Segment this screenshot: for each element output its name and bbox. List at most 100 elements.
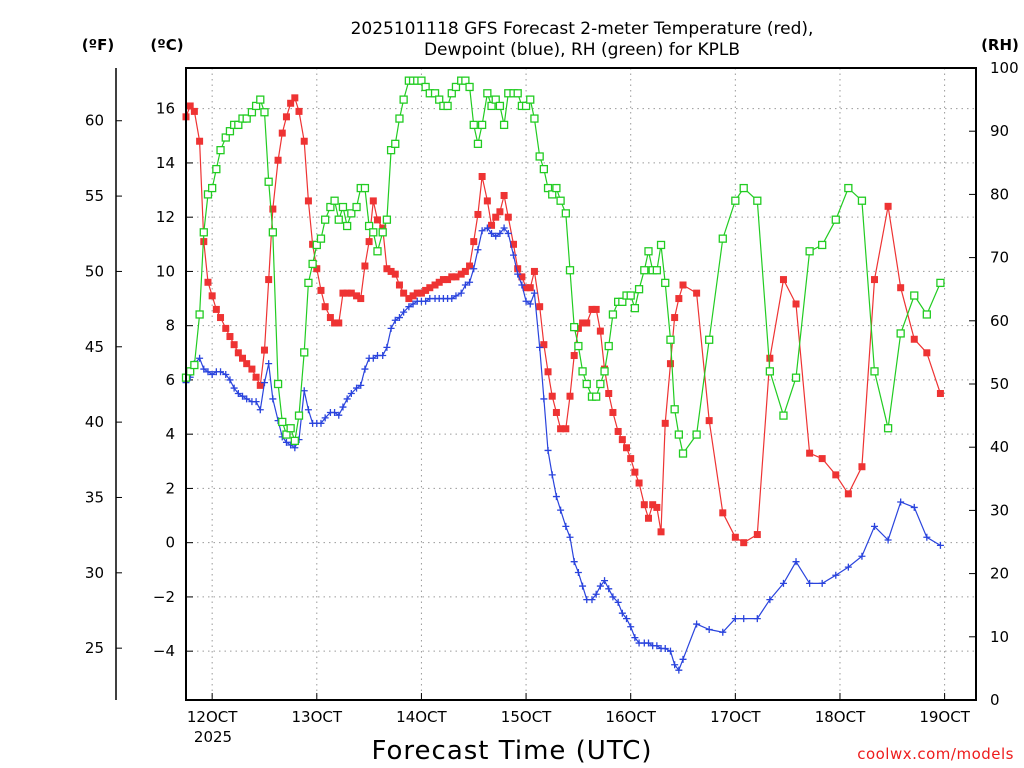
temperature-point bbox=[705, 417, 713, 425]
dewpoint-point bbox=[618, 609, 626, 617]
x-tick-label: 18OCT bbox=[815, 708, 866, 726]
temperature-point bbox=[536, 303, 544, 311]
rh-point bbox=[561, 209, 570, 218]
rh-point bbox=[739, 183, 748, 193]
rh-point bbox=[705, 335, 714, 344]
rh-point bbox=[212, 164, 221, 174]
temperature-point bbox=[492, 213, 500, 221]
rh-point bbox=[221, 133, 230, 142]
dewpoint-point bbox=[260, 379, 268, 387]
temperature-point bbox=[671, 314, 679, 322]
dewpoint-point bbox=[343, 395, 351, 403]
rh-point bbox=[535, 152, 544, 161]
temperature-series bbox=[182, 94, 944, 547]
rh-point bbox=[352, 202, 361, 212]
temperature-point bbox=[217, 314, 225, 322]
rh-point bbox=[382, 215, 392, 224]
dewpoint-point bbox=[609, 593, 617, 601]
celsius-tick-label: 4 bbox=[165, 425, 175, 443]
temperature-point bbox=[884, 202, 892, 210]
temperature-point bbox=[792, 300, 800, 308]
fahrenheit-tick-label: 60 bbox=[85, 112, 104, 130]
temperature-point bbox=[317, 286, 325, 294]
rh-point bbox=[203, 190, 213, 199]
rh-point bbox=[216, 146, 225, 155]
temperature-point bbox=[596, 327, 604, 335]
dewpoint-point bbox=[510, 251, 518, 259]
x-tick-label: 17OCT bbox=[710, 708, 761, 726]
rh-point bbox=[447, 89, 456, 98]
dewpoint-point bbox=[530, 289, 538, 297]
temperature-point bbox=[321, 303, 329, 311]
rh-point bbox=[570, 322, 579, 332]
dewpoint-point bbox=[631, 634, 639, 642]
rh-point bbox=[634, 285, 644, 294]
temperature-point bbox=[339, 289, 347, 297]
temperature-point bbox=[766, 354, 774, 362]
dewpoint-point bbox=[461, 281, 469, 289]
temperature-point bbox=[570, 352, 578, 360]
fahrenheit-axis-unit: (ºF) bbox=[82, 36, 114, 54]
rh-tick-label: 80 bbox=[990, 185, 1009, 203]
temperature-point bbox=[387, 267, 395, 275]
dewpoint-point bbox=[239, 392, 247, 400]
celsius-tick-label: 12 bbox=[156, 208, 175, 226]
temperature-point bbox=[522, 284, 530, 292]
temperature-point bbox=[260, 346, 268, 354]
rh-point bbox=[247, 108, 257, 117]
dewpoint-point bbox=[361, 365, 369, 373]
temperature-point bbox=[400, 289, 408, 297]
temperature-point bbox=[653, 503, 661, 511]
x-tick-label: 12OCT bbox=[187, 708, 238, 726]
rh-point bbox=[242, 114, 251, 123]
rh-tick-label: 60 bbox=[990, 312, 1009, 330]
temperature-point bbox=[496, 208, 504, 216]
rh-point bbox=[225, 127, 235, 136]
dewpoint-series bbox=[182, 224, 944, 674]
rh-point bbox=[661, 278, 670, 288]
dewpoint-point bbox=[405, 303, 413, 311]
rh-point bbox=[831, 215, 840, 224]
rh-point bbox=[347, 209, 356, 218]
dewpoint-point bbox=[627, 623, 635, 631]
rh-point bbox=[273, 379, 283, 389]
temperature-point bbox=[635, 479, 643, 487]
temperature-point bbox=[448, 273, 456, 281]
temperature-point bbox=[369, 197, 377, 205]
temperature-point bbox=[274, 156, 282, 164]
credit-label: coolwx.com/models bbox=[857, 745, 1014, 763]
rh-point bbox=[596, 379, 605, 389]
dewpoint-point bbox=[562, 522, 570, 530]
dewpoint-point bbox=[265, 360, 273, 368]
temperature-point bbox=[444, 276, 452, 284]
temperature-point bbox=[644, 514, 652, 522]
rh-point bbox=[451, 82, 461, 92]
temperature-point bbox=[540, 341, 548, 349]
rh-point bbox=[608, 310, 618, 319]
temperature-point bbox=[278, 129, 286, 137]
rh-point bbox=[618, 297, 627, 306]
temperature-point bbox=[832, 471, 840, 479]
rh-point bbox=[256, 95, 265, 104]
rh-point bbox=[294, 411, 304, 420]
rh-point bbox=[342, 221, 352, 231]
rh-point bbox=[421, 82, 430, 92]
temperature-point bbox=[719, 509, 727, 517]
dewpoint-point bbox=[196, 354, 204, 362]
rh-point bbox=[234, 120, 243, 130]
temperature-point bbox=[186, 102, 194, 110]
rh-point bbox=[338, 202, 348, 212]
rh-point bbox=[395, 114, 404, 123]
dewpoint-point bbox=[552, 493, 560, 501]
dewpoint-point bbox=[230, 384, 238, 392]
temperature-point bbox=[514, 265, 522, 273]
temperature-point bbox=[405, 295, 413, 303]
temperature-point bbox=[871, 276, 879, 284]
temperature-point bbox=[208, 292, 216, 300]
x-tick-label: 14OCT bbox=[396, 708, 447, 726]
rh-tick-label: 100 bbox=[990, 59, 1019, 77]
rh-point bbox=[922, 310, 931, 319]
dewpoint-point bbox=[623, 615, 631, 623]
temperature-point bbox=[530, 267, 538, 275]
rh-point bbox=[386, 146, 396, 155]
